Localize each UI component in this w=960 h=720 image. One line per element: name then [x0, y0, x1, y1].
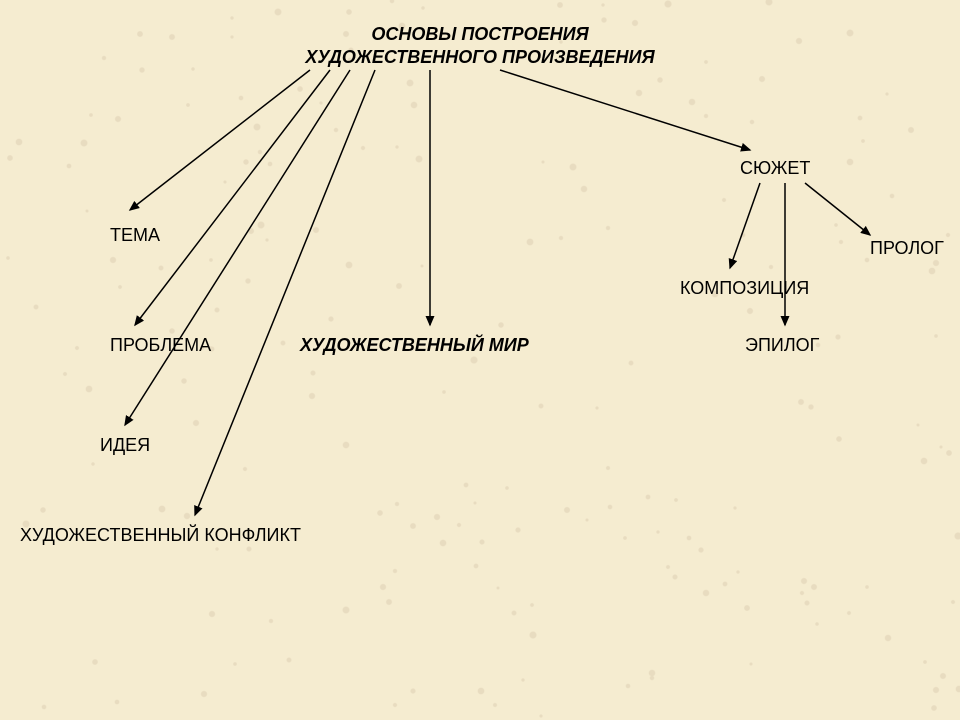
node-konflikt: ХУДОЖЕСТВЕННЫЙ КОНФЛИКТ: [20, 525, 301, 546]
node-ideya: ИДЕЯ: [100, 435, 150, 456]
node-epilog: ЭПИЛОГ: [745, 335, 819, 356]
edge-3: [195, 70, 375, 515]
edge-2: [125, 70, 350, 425]
edge-5: [500, 70, 750, 150]
edge-1: [135, 70, 330, 325]
node-problema: ПРОБЛЕМА: [110, 335, 211, 356]
edge-0: [130, 70, 310, 210]
diagram-title: ОСНОВЫ ПОСТРОЕНИЯ ХУДОЖЕСТВЕННОГО ПРОИЗВ…: [305, 23, 654, 70]
node-prolog: ПРОЛОГ: [870, 238, 944, 259]
edge-8: [805, 183, 870, 235]
node-mir: ХУДОЖЕСТВЕННЫЙ МИР: [300, 335, 529, 356]
node-kompoziciya: КОМПОЗИЦИЯ: [680, 278, 809, 299]
edge-6: [730, 183, 760, 268]
title-line-2: ХУДОЖЕСТВЕННОГО ПРОИЗВЕДЕНИЯ: [305, 47, 654, 67]
node-tema: ТЕМА: [110, 225, 160, 246]
arrows-layer: [0, 0, 960, 720]
title-line-1: ОСНОВЫ ПОСТРОЕНИЯ: [371, 24, 588, 44]
node-syuzhet: СЮЖЕТ: [740, 158, 810, 179]
